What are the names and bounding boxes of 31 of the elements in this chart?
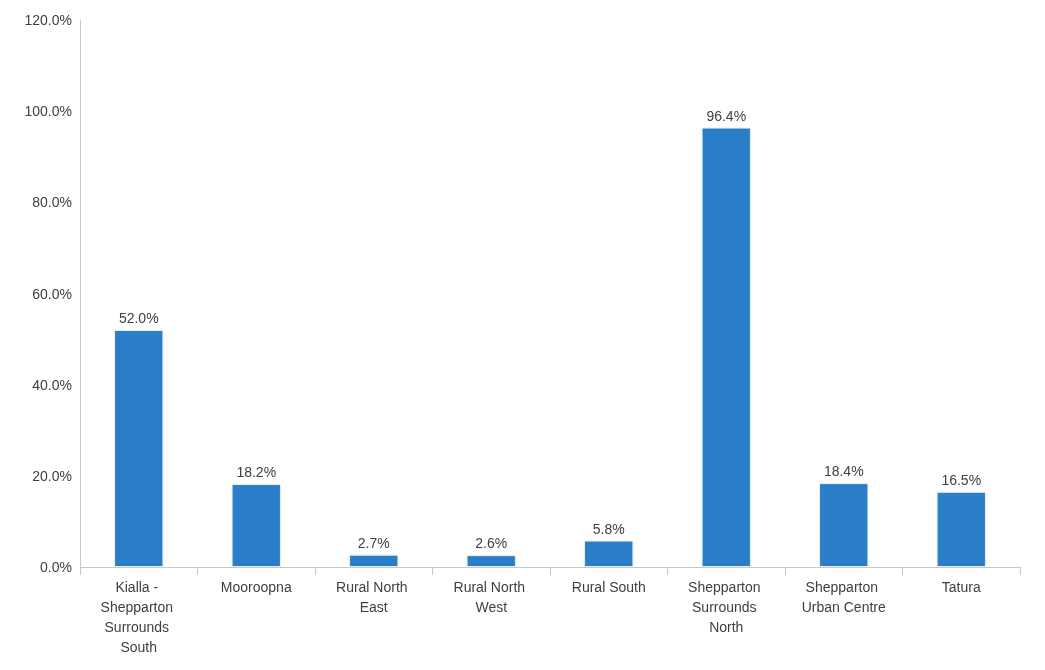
data-label: 5.8% — [592, 520, 625, 537]
bar — [349, 554, 399, 567]
data-label: 16.5% — [941, 471, 982, 488]
x-tick-label: Kialla - Shepparton Surrounds South — [100, 579, 177, 655]
x-tick-label: Shepparton Surrounds North — [688, 579, 765, 635]
data-label: 2.6% — [475, 535, 508, 552]
x-tick-label: Rural South — [571, 579, 646, 595]
x-tick-label: Rural North East — [336, 579, 412, 615]
bar — [466, 555, 516, 567]
x-tick-label: Shepparton Urban Centre — [801, 579, 886, 615]
bar — [819, 483, 869, 567]
data-label: 2.7% — [357, 534, 390, 551]
y-tick-label: 60.0% — [32, 285, 72, 302]
x-tick-label: Rural North West — [453, 579, 529, 615]
y-tick-label: 100.0% — [24, 103, 72, 120]
y-tick-label: 20.0% — [32, 467, 72, 484]
y-tick-label: 40.0% — [32, 376, 72, 393]
bar — [231, 484, 281, 567]
x-tick-label: Mooroopna — [220, 579, 292, 595]
y-tick-label: 0.0% — [40, 559, 72, 575]
data-label: 52.0% — [118, 309, 159, 326]
bar — [114, 329, 164, 567]
bar — [584, 540, 634, 567]
y-tick-label: 120.0% — [24, 12, 72, 28]
data-label: 96.4% — [706, 107, 747, 124]
y-tick-label: 80.0% — [32, 194, 72, 211]
bar — [936, 491, 986, 567]
bar — [701, 127, 751, 567]
x-tick-label: Tatura — [941, 579, 981, 595]
data-label: 18.4% — [823, 463, 864, 480]
data-label: 18.2% — [236, 464, 277, 481]
